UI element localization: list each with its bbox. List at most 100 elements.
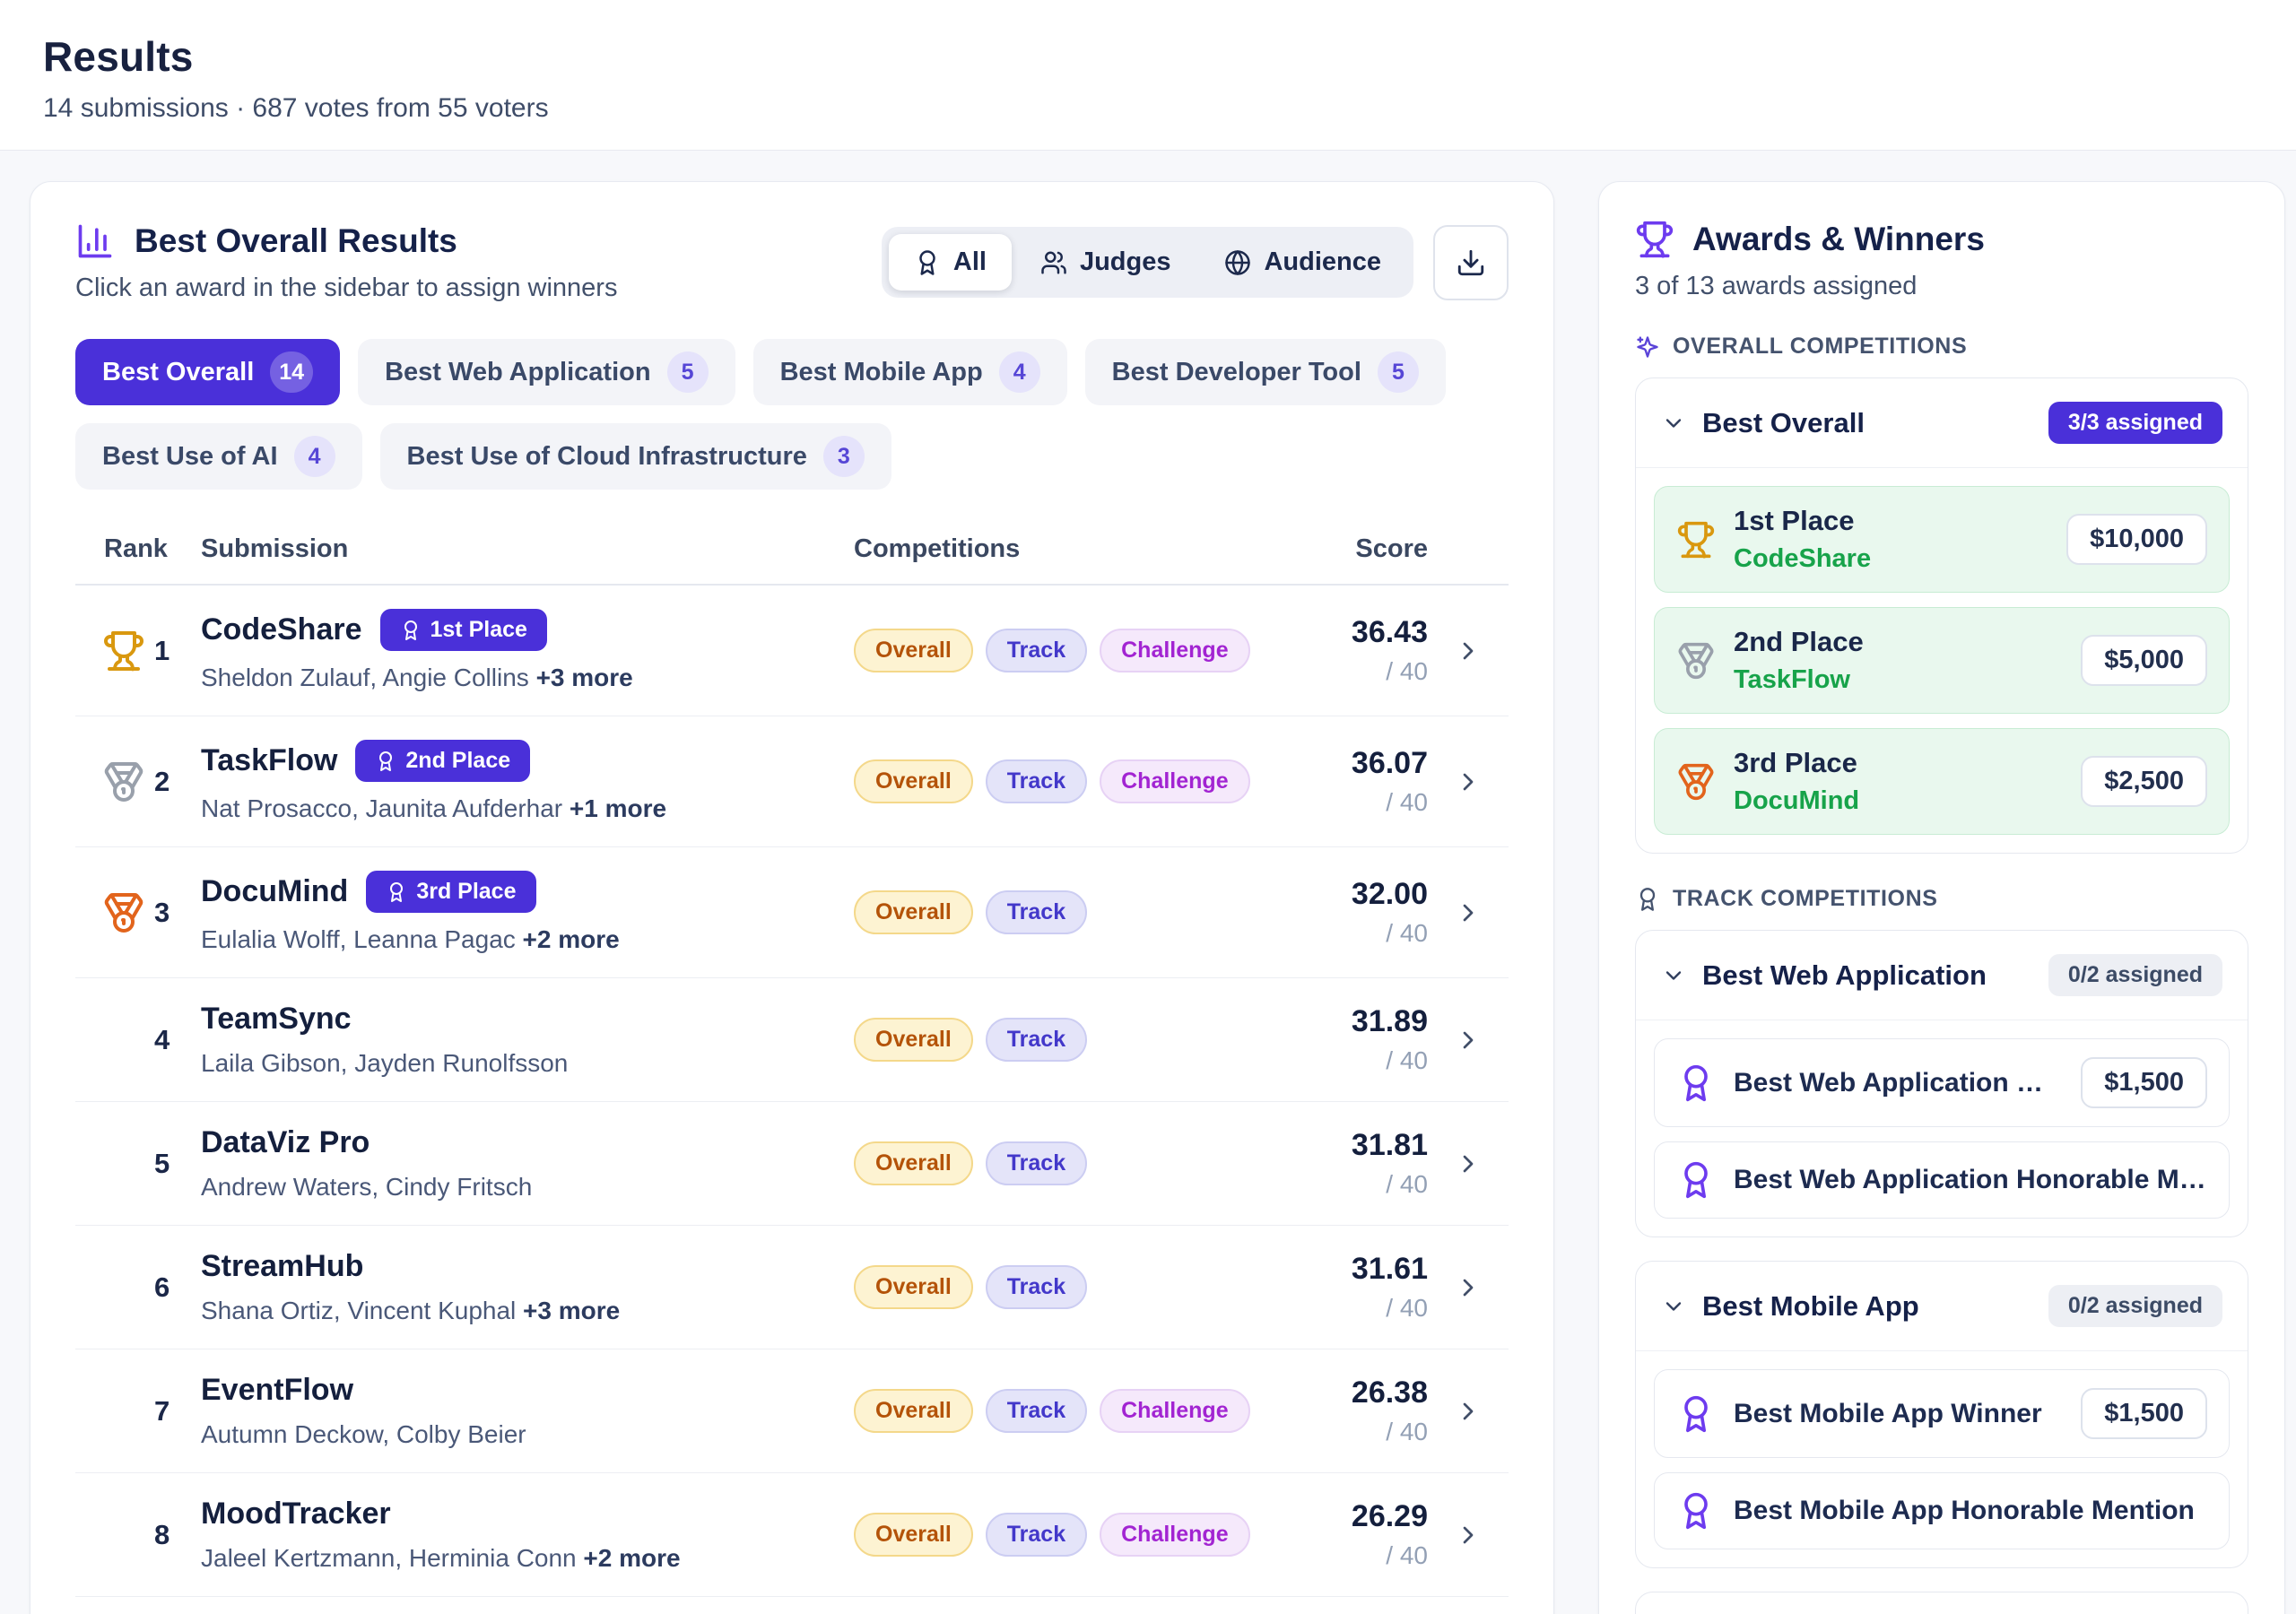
filter-pill-best-overall[interactable]: Best Overall 14 (75, 339, 341, 405)
award-info: Best Mobile App Winner (1734, 1399, 2063, 1429)
chip-track: Track (985, 759, 1088, 803)
filter-pill-best-use-of-ai[interactable]: Best Use of AI 4 (75, 423, 362, 490)
page-title: Results (43, 33, 194, 80)
award-group-header-best-mobile-app[interactable]: Best Mobile App 0/2 assigned (1636, 1262, 2248, 1351)
filter-pill-count: 5 (1377, 351, 1419, 393)
results-panel-heading: Best Overall Results Click an award in t… (75, 221, 617, 303)
chip-challenge: Challenge (1100, 1389, 1250, 1433)
award-best-web-application-honorable-mention[interactable]: Best Web Application Honorable Mention (1654, 1141, 2230, 1219)
award-ribbon-icon (1684, 1492, 1708, 1530)
gold-medal-icon (1677, 521, 1715, 559)
view-toggle-all[interactable]: All (888, 234, 1012, 291)
rank-number: 3 (154, 896, 170, 928)
award-2nd-place[interactable]: 2nd Place TaskFlow $5,000 (1654, 607, 2230, 714)
chip-track: Track (985, 1389, 1088, 1433)
award-info: 1st Place CodeShare (1734, 505, 2048, 574)
submission-cell: MoodTracker Jaleel Kertzmann, Herminia Co… (201, 1497, 854, 1573)
table-row-streamhub[interactable]: 6 StreamHub Shana Ortiz, Vincent Kuphal +3… (75, 1226, 1509, 1349)
award-ribbon-icon (1684, 1064, 1708, 1101)
award-place-label: 2nd Place (1734, 626, 1864, 657)
score-cell: 31.61 / 40 (1213, 1252, 1428, 1323)
award-icon (919, 249, 935, 275)
submission-cell: StreamHub Shana Ortiz, Vincent Kuphal +3 … (201, 1249, 854, 1325)
awards-panel: Awards & Winners 3 of 13 awards assigned… (1598, 181, 2285, 1614)
team-more-count: +3 more (535, 664, 633, 691)
award-group-best-mobile-app: Best Mobile App 0/2 assigned Best Mobile A… (1635, 1261, 2248, 1568)
award-group-badge: 0/2 assigned (2048, 1285, 2222, 1327)
place-badge-label: 3rd Place (416, 879, 517, 904)
rank-cell: 1 (75, 609, 201, 692)
rank-cell: 3 (75, 871, 201, 954)
award-group-best-overall: Best Overall 3/3 assigned 1st Place CodeSha… (1635, 377, 2248, 854)
filter-pill-best-web-application[interactable]: Best Web Application 5 (358, 339, 735, 405)
submission-name-row: MoodTracker (201, 1497, 854, 1532)
chip-challenge: Challenge (1100, 759, 1250, 803)
filter-pill-best-use-of-cloud-infrastructure[interactable]: Best Use of Cloud Infrastructure 3 (379, 423, 891, 490)
row-chevron-cell (1428, 768, 1509, 796)
award-group-title: Best Web Application (1702, 959, 1987, 991)
filter-pill-label: Best Overall (102, 357, 255, 386)
submission-name: CodeShare (201, 612, 362, 646)
chevron-right-icon (1463, 773, 1474, 790)
table-row-documind[interactable]: 3 DocuMind 3rd Place Eulalia Wolff, Leanna … (75, 847, 1509, 978)
awards-panel-subtitle: 3 of 13 awards assigned (1635, 272, 1918, 300)
award-group-header-best-overall[interactable]: Best Overall 3/3 assigned (1636, 378, 2248, 468)
award-icon (1639, 887, 1656, 911)
prize-amount: $2,500 (2081, 756, 2207, 807)
award-info: 2nd Place TaskFlow (1734, 626, 2063, 695)
view-toggle-judges[interactable]: Judges (1015, 234, 1196, 291)
results-panel-title: Best Overall Results (135, 222, 457, 259)
team-members: Jaleel Kertzmann, Herminia Conn +2 more (201, 1544, 681, 1572)
award-title-label: Best Mobile App Honorable Mention (1734, 1496, 2195, 1525)
chevron-down-icon (1665, 418, 1682, 428)
prize-amount: $1,500 (2081, 1388, 2207, 1439)
award-1st-place[interactable]: 1st Place CodeShare $10,000 (1654, 486, 2230, 593)
header-submission: Submission (201, 534, 349, 563)
team-members: Eulalia Wolff, Leanna Pagac +2 more (201, 925, 620, 953)
score-denominator: / 40 (1386, 919, 1428, 947)
results-panel-subtitle: Click an award in the sidebar to assign … (75, 273, 618, 302)
globe-icon (1225, 249, 1251, 275)
award-group-header-best-developer-tool[interactable]: Best Developer Tool0/2 assigned (1636, 1592, 2248, 1614)
view-toggle-audience[interactable]: Audience (1199, 234, 1406, 291)
trophy-icon (1636, 221, 1674, 258)
award-winner-name: TaskFlow (1734, 665, 1850, 694)
table-row-moodtracker[interactable]: 8 MoodTracker Jaleel Kertzmann, Herminia C… (75, 1473, 1509, 1597)
submission-cell: TeamSync Laila Gibson, Jayden Runolfsson (201, 1002, 854, 1078)
filter-pill-best-developer-tool[interactable]: Best Developer Tool 5 (1084, 339, 1446, 405)
team-members: Sheldon Zulauf, Angie Collins +3 more (201, 664, 633, 691)
score-cell: 31.89 / 40 (1213, 1004, 1428, 1075)
award-info: Best Web Application Winner (1734, 1068, 2063, 1098)
table-row-fittrack-ai[interactable]: 9FitTrack AIDudley Schiller, Floyd Wucke… (75, 1597, 1509, 1614)
table-row-taskflow[interactable]: 2 TaskFlow 2nd Place Nat Prosacco, Jaunita … (75, 716, 1509, 847)
rank-number: 8 (154, 1518, 170, 1550)
row-chevron-cell (1428, 637, 1509, 665)
competition-chips: Overall Track (854, 1265, 1213, 1309)
table-row-teamsync[interactable]: 4 TeamSync Laila Gibson, Jayden Runolfsson… (75, 978, 1509, 1102)
table-row-eventflow[interactable]: 7 EventFlow Autumn Deckow, Colby Beier Over… (75, 1349, 1509, 1473)
download-button[interactable] (1433, 224, 1509, 300)
chip-overall: Overall (854, 1389, 973, 1433)
team-more-count: +2 more (583, 1544, 681, 1572)
award-best-mobile-app-winner[interactable]: Best Mobile App Winner $1,500 (1654, 1369, 2230, 1458)
table-row-dataviz-pro[interactable]: 5 DataViz Pro Andrew Waters, Cindy Fritsch… (75, 1102, 1509, 1226)
view-toggle-label: All (952, 247, 987, 276)
bronze-medal-icon (1678, 763, 1714, 800)
award-group-header-best-web-application[interactable]: Best Web Application 0/2 assigned (1636, 931, 2248, 1020)
chip-overall: Overall (854, 1265, 973, 1309)
submission-name: StreamHub (201, 1249, 364, 1283)
award-group-title: Best Overall (1702, 406, 1865, 438)
award-3rd-place[interactable]: 3rd Place DocuMind $2,500 (1654, 728, 2230, 835)
table-row-codeshare[interactable]: 1 CodeShare 1st Place Sheldon Zulauf, Angie… (75, 586, 1509, 716)
filter-pill-best-mobile-app[interactable]: Best Mobile App 4 (752, 339, 1067, 405)
filter-pill-count: 5 (666, 351, 709, 393)
score-denominator: / 40 (1386, 1541, 1428, 1569)
submission-name-row: DocuMind 3rd Place (201, 871, 854, 913)
award-best-mobile-app-honorable-mention[interactable]: Best Mobile App Honorable Mention (1654, 1472, 2230, 1549)
submission-name: TeamSync (201, 1002, 352, 1036)
award-best-web-application-winner[interactable]: Best Web Application Winner $1,500 (1654, 1038, 2230, 1127)
header-score: Score (1355, 534, 1428, 563)
competition-chips: Overall Track (854, 890, 1213, 934)
prize-amount: $10,000 (2066, 514, 2207, 565)
